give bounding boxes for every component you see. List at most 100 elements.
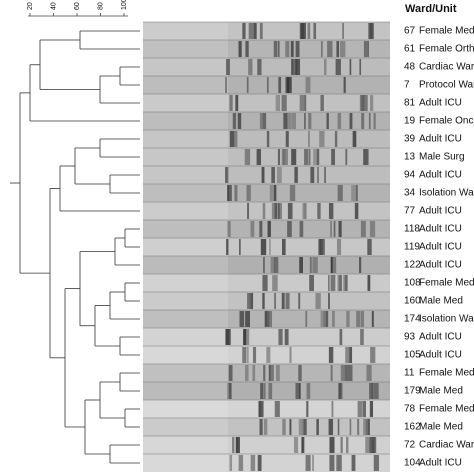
gel-lane	[143, 454, 390, 472]
gel-band	[263, 365, 266, 381]
gel-band	[367, 239, 372, 255]
gel-band	[371, 383, 374, 399]
scale-label: 20	[27, 2, 34, 10]
isolate-id: 93	[404, 332, 416, 343]
gel-band	[271, 167, 275, 183]
gel-band	[289, 347, 292, 363]
gel-band	[250, 221, 255, 237]
gel-lane-shade	[143, 310, 228, 328]
isolate-id: 160	[404, 296, 421, 307]
gel-band	[335, 455, 342, 471]
gel-band	[227, 221, 231, 237]
gel-band	[346, 311, 350, 327]
isolate-id: 179	[404, 386, 421, 397]
ward-unit: Male Surg	[419, 152, 465, 163]
gel-band	[274, 293, 276, 309]
gel-band	[331, 311, 335, 327]
gel-band	[260, 239, 267, 255]
gel-band	[250, 455, 256, 471]
gel-band	[273, 185, 277, 201]
gel-band	[262, 275, 268, 291]
gel-band	[316, 149, 320, 165]
gel-band	[298, 383, 300, 399]
gel-band	[299, 23, 304, 39]
gel-band	[370, 23, 374, 39]
ward-unit: Isolation Ward	[419, 314, 474, 325]
gel-band	[272, 275, 278, 291]
gel-band	[299, 95, 305, 111]
gel-band	[329, 455, 335, 471]
gel-band	[229, 95, 233, 111]
gel-band	[343, 275, 346, 291]
gel-band	[312, 257, 318, 273]
ward-unit: Male Med	[419, 386, 463, 397]
gel-band	[266, 77, 269, 93]
gel-band	[293, 437, 299, 453]
gel-lane-shade	[143, 274, 228, 292]
gel-lane-shade	[143, 364, 228, 382]
gel-band	[232, 437, 235, 453]
gel-band	[262, 203, 266, 219]
gel-lane	[143, 256, 390, 274]
gel-band	[326, 113, 329, 129]
gel-band	[328, 293, 330, 309]
gel-lane	[143, 364, 390, 382]
gel-band	[313, 149, 316, 165]
gel-band	[336, 239, 342, 255]
gel-band	[351, 185, 357, 201]
gel-band	[289, 419, 292, 435]
gel-band	[287, 113, 292, 129]
gel-band	[338, 383, 342, 399]
ward-unit: Adult ICU	[419, 332, 462, 343]
gel-band	[330, 257, 333, 273]
gel-band	[305, 455, 311, 471]
gel-band	[287, 221, 292, 237]
gel-band	[341, 365, 345, 381]
gel-band	[370, 95, 374, 111]
gel-band	[366, 365, 372, 381]
gel-band	[239, 239, 241, 255]
gel-band	[259, 419, 263, 435]
isolate-id: 39	[404, 134, 416, 145]
gel-band	[257, 59, 262, 75]
gel-band	[235, 95, 238, 111]
isolate-id: 81	[404, 98, 416, 109]
ward-unit: Cardiac Ward	[419, 62, 474, 73]
gel-band	[343, 77, 346, 93]
gel-band	[274, 401, 280, 417]
gel-band	[229, 131, 235, 147]
gel-band	[356, 311, 361, 327]
gel-band	[312, 455, 314, 471]
gel-band	[269, 185, 274, 201]
ward-unit: Cardiac Ward	[419, 440, 474, 451]
gel-band	[256, 149, 261, 165]
gel-lane	[143, 436, 390, 454]
gel-lane-shade	[143, 94, 228, 112]
isolate-id: 108	[404, 278, 421, 289]
gel-band	[331, 401, 334, 417]
gel-band	[245, 311, 251, 327]
gel-band	[287, 77, 292, 93]
ward-unit: Isolation Ward	[419, 188, 474, 199]
gel-band	[250, 23, 254, 39]
gel-lane-shade	[143, 346, 228, 364]
gel-band	[273, 41, 278, 57]
gel-band	[245, 41, 249, 57]
gel-band	[360, 329, 364, 345]
gel-band	[271, 203, 276, 219]
gel-band	[242, 347, 247, 363]
gel-band	[340, 383, 343, 399]
gel-band	[361, 113, 365, 129]
gel-lane-shade	[143, 130, 228, 148]
gel-band	[318, 239, 321, 255]
gel-lane	[143, 382, 390, 400]
gel-band	[342, 23, 344, 39]
gel-band	[339, 41, 346, 57]
gel-band	[360, 221, 366, 237]
gel-band	[234, 185, 238, 201]
gel-lane-shade	[143, 328, 228, 346]
gel-band	[290, 41, 294, 57]
gel-band	[278, 203, 282, 219]
gel-band	[370, 347, 376, 363]
gel-band	[323, 311, 329, 327]
